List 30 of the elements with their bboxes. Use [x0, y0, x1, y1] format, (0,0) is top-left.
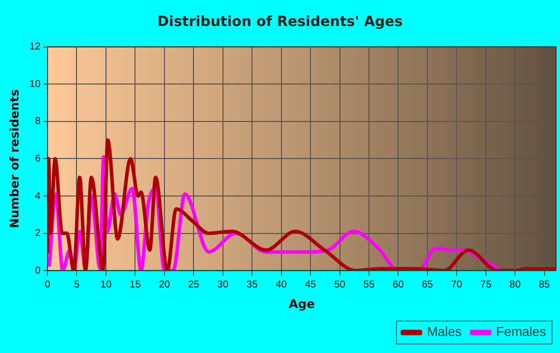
y-tick-label: 2 [34, 228, 41, 240]
x-tick-label: 85 [538, 279, 550, 290]
y-tick-label: 8 [34, 116, 41, 128]
x-tick-label: 80 [510, 279, 522, 290]
x-tick-label: 75 [480, 279, 492, 290]
y-tick-label: 12 [29, 42, 41, 53]
x-axis-title: Age [288, 296, 315, 311]
y-axis-title: Number of residents [7, 89, 22, 228]
x-tick-label: 0 [44, 279, 51, 290]
x-tick-label: 70 [451, 279, 463, 290]
legend-label: Females [496, 324, 546, 340]
x-tick-label: 15 [130, 279, 142, 290]
x-tick-label: 65 [422, 279, 434, 290]
x-tick-label: 20 [158, 279, 170, 290]
y-tick-label: 10 [29, 78, 41, 90]
x-tick-label: 35 [246, 279, 258, 290]
x-tick-label: 25 [188, 279, 200, 290]
chart-title: Distribution of Residents' Ages [157, 14, 403, 30]
x-tick-label: 5 [74, 279, 80, 290]
x-tick-label: 45 [304, 279, 317, 290]
y-tick-label: 6 [34, 153, 41, 164]
x-tick-label: 55 [363, 279, 375, 290]
x-tick-label: 50 [334, 279, 346, 290]
x-tick-label: 40 [276, 279, 288, 290]
y-tick-label: 0 [34, 265, 41, 276]
x-tick-label: 30 [217, 279, 229, 290]
x-tick-label: 60 [392, 279, 404, 290]
x-tick-label: 10 [100, 279, 112, 290]
legend-label: Males [426, 324, 462, 340]
y-tick-label: 4 [34, 190, 41, 202]
